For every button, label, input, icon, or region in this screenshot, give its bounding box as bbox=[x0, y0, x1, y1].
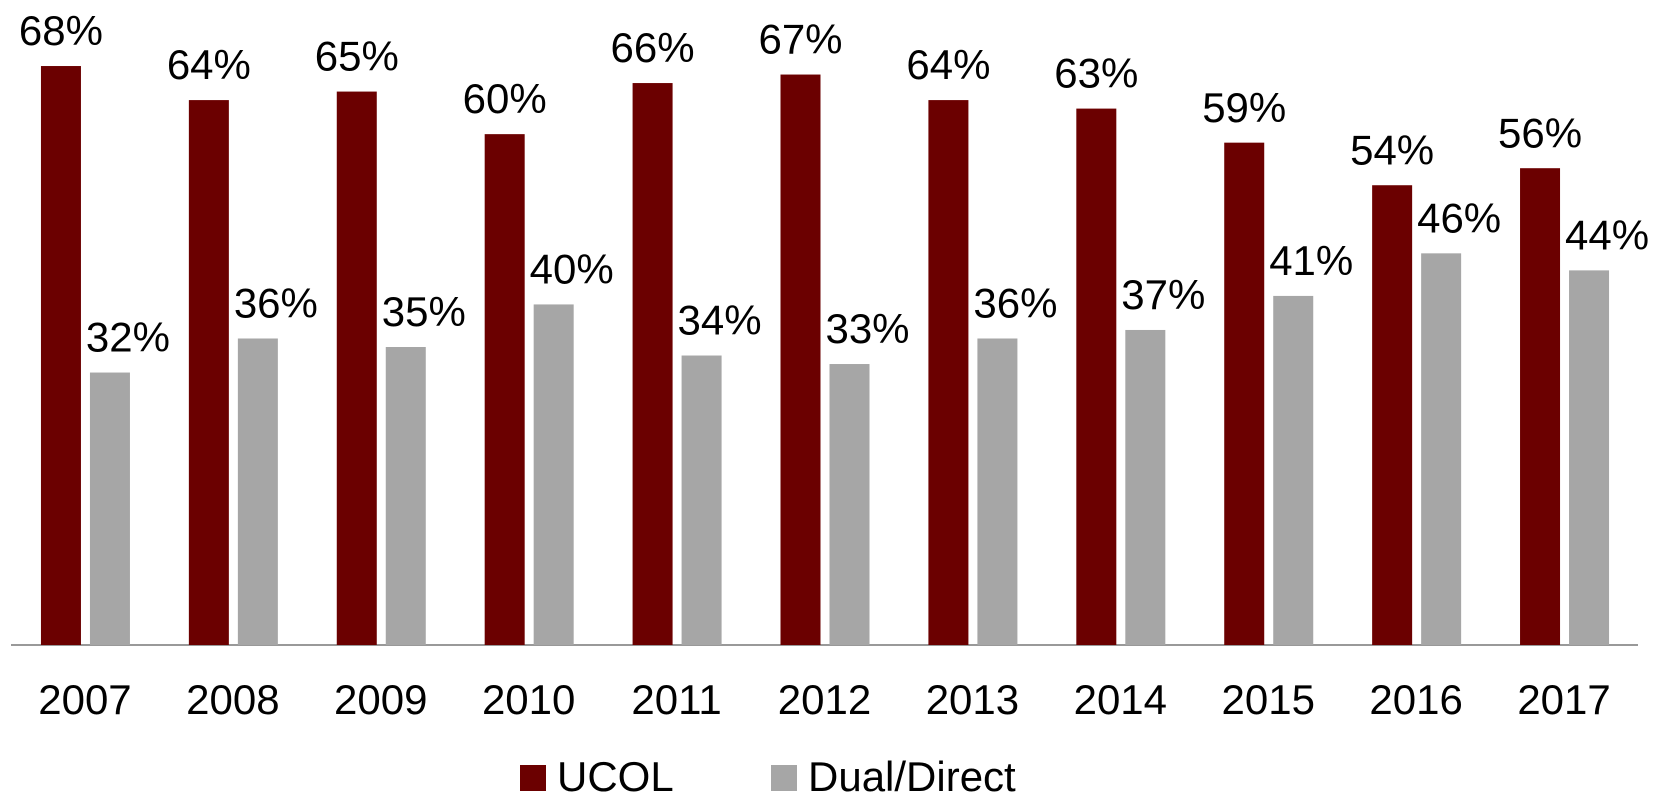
x-tick-label: 2014 bbox=[1074, 676, 1167, 723]
value-label: 36% bbox=[234, 280, 318, 327]
value-label: 68% bbox=[19, 7, 103, 54]
value-label: 41% bbox=[1269, 237, 1353, 284]
x-tick-label: 2016 bbox=[1369, 676, 1462, 723]
value-label: 64% bbox=[906, 41, 990, 88]
bar bbox=[1125, 329, 1166, 645]
bar bbox=[237, 338, 278, 645]
value-label: 46% bbox=[1417, 194, 1501, 241]
value-label: 35% bbox=[382, 288, 466, 335]
bar bbox=[1569, 270, 1610, 645]
x-tick-label: 2009 bbox=[334, 676, 427, 723]
value-label: 65% bbox=[315, 33, 399, 80]
x-tick-label: 2007 bbox=[38, 676, 131, 723]
x-tick-label: 2011 bbox=[631, 676, 721, 723]
value-label: 37% bbox=[1121, 271, 1205, 318]
bar bbox=[977, 338, 1018, 645]
value-label: 64% bbox=[167, 41, 251, 88]
x-tick-label: 2010 bbox=[482, 676, 575, 723]
legend-label: UCOL bbox=[557, 753, 674, 796]
value-label: 59% bbox=[1202, 84, 1286, 131]
x-tick-label: 2013 bbox=[926, 676, 1019, 723]
value-label: 60% bbox=[463, 75, 547, 122]
value-label: 34% bbox=[678, 297, 762, 344]
bar bbox=[1421, 253, 1462, 646]
value-label: 67% bbox=[758, 16, 842, 63]
value-label: 32% bbox=[86, 314, 170, 361]
bar bbox=[829, 364, 870, 645]
legend-swatch bbox=[771, 765, 797, 791]
bar bbox=[336, 91, 377, 646]
bar bbox=[385, 347, 426, 645]
value-label: 40% bbox=[530, 246, 614, 293]
x-tick-label: 2012 bbox=[778, 676, 871, 723]
bar bbox=[632, 83, 673, 646]
value-label: 44% bbox=[1565, 211, 1649, 258]
x-tick-label: 2008 bbox=[186, 676, 279, 723]
bar bbox=[780, 74, 821, 646]
bar bbox=[533, 304, 574, 645]
bar bbox=[40, 66, 81, 646]
bar bbox=[928, 100, 969, 646]
bar bbox=[1273, 295, 1314, 645]
value-label: 63% bbox=[1054, 50, 1138, 97]
bar bbox=[89, 372, 130, 645]
x-tick-label: 2017 bbox=[1517, 676, 1610, 723]
value-label: 54% bbox=[1350, 126, 1434, 173]
bar bbox=[681, 355, 722, 645]
bar bbox=[484, 134, 525, 645]
bar bbox=[188, 100, 229, 646]
bar bbox=[1372, 185, 1413, 645]
legend-swatch bbox=[520, 765, 546, 791]
value-label: 33% bbox=[825, 305, 909, 352]
bar bbox=[1520, 168, 1561, 645]
x-tick-label: 2015 bbox=[1222, 676, 1315, 723]
value-label: 66% bbox=[611, 24, 695, 71]
legend-label: Dual/Direct bbox=[808, 753, 1016, 796]
value-label: 36% bbox=[973, 280, 1057, 327]
value-label: 56% bbox=[1498, 109, 1582, 156]
bar bbox=[1076, 108, 1117, 646]
bar bbox=[1224, 142, 1265, 645]
